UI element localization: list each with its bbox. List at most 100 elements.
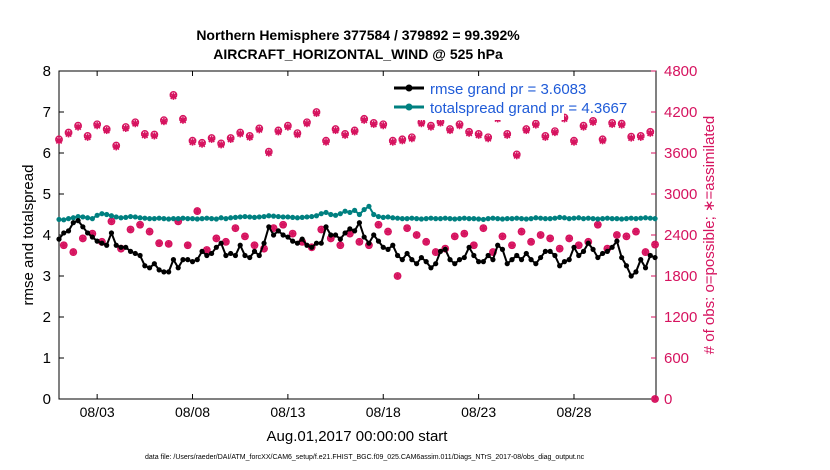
obs-low-assimilated-marker-d2 [489, 248, 497, 256]
rmse-point [599, 250, 606, 257]
obs-assimilated-marker [408, 135, 416, 143]
rmse-point [94, 238, 100, 244]
totalspread-point [504, 216, 510, 222]
obs-assimilated-marker-d2 [256, 126, 263, 134]
totalspread-point [285, 214, 291, 220]
obs-low-assimilated-marker [537, 231, 545, 239]
y-tick-label-right: 3600 [664, 145, 697, 162]
totalspread-point [323, 209, 329, 216]
totalspread-point [170, 216, 177, 222]
totalspread-point [409, 215, 415, 221]
obs-assimilated-marker [207, 135, 216, 143]
obs-assimilated-marker-d2 [160, 118, 168, 125]
totalspread-point [123, 214, 129, 220]
rmse-point [237, 242, 243, 248]
obs-assimilated-marker-d2 [122, 125, 130, 132]
rmse-point [518, 257, 525, 263]
chart-title-line1: Northern Hemisphere 377584 / 379892 = 99… [196, 27, 520, 43]
totalspread-point [456, 216, 463, 222]
rmse-point [418, 254, 424, 261]
obs-low-assimilated-marker-d2 [642, 248, 649, 256]
obs-assimilated-marker-d2 [503, 131, 511, 139]
y-tick-label-left: 3 [43, 268, 51, 285]
obs-assimilated-marker-d2 [589, 118, 597, 126]
obs-low-assimilated-marker [317, 225, 325, 234]
obs-low-assimilated-marker [613, 231, 621, 239]
totalspread-point [328, 211, 334, 218]
rmse-point [347, 226, 353, 232]
totalspread-point [247, 214, 253, 220]
obs-assimilated-marker-d2 [189, 138, 196, 146]
rmse-point [313, 240, 320, 246]
obs-low-assimilated-marker [222, 238, 230, 246]
obs-assimilated-marker [598, 137, 607, 145]
totalspread-point [261, 213, 267, 220]
obs-low-assimilated-marker [422, 238, 430, 246]
totalspread-point [528, 216, 534, 222]
obs-assimilated-marker [570, 138, 578, 146]
rmse-point [466, 244, 472, 250]
y-tick-label-left: 2 [43, 309, 51, 326]
rmse-point [499, 246, 506, 252]
rmse-point [85, 230, 91, 236]
totalspread-point [619, 216, 625, 222]
rmse-point [437, 248, 444, 254]
rmse-point [251, 248, 258, 254]
obs-assimilated-marker-d2 [570, 138, 578, 146]
obs-assimilated-marker-d2 [284, 123, 292, 131]
rmse-point [490, 257, 496, 263]
totalspread-point [113, 214, 119, 220]
obs-low-assimilated-marker [651, 240, 659, 249]
rmse-point [318, 240, 324, 246]
obs-low-assimilated-marker [107, 217, 116, 225]
y-axis-label-left: rmse and totalspread [20, 165, 37, 306]
obs-assimilated-marker [637, 133, 645, 141]
totalspread-point [280, 214, 286, 220]
obs-low-assimilated-marker-d2 [499, 233, 506, 240]
rmse-point [356, 220, 363, 226]
totalspread-point [490, 215, 496, 221]
totalspread-series [56, 203, 658, 223]
rmse-point [352, 228, 358, 234]
totalspread-point [385, 214, 391, 220]
totalspread-point [65, 216, 72, 222]
totalspread-point [547, 216, 553, 222]
obs-low-assimilated-marker [413, 231, 421, 239]
totalspread-point [256, 214, 262, 220]
rmse-point [542, 248, 548, 254]
totalspread-point [80, 214, 86, 220]
obs-assimilated-marker [93, 122, 101, 130]
rmse-point [132, 250, 138, 257]
obs-assimilated-marker [274, 128, 282, 136]
obs-low-assimilated-marker-d2 [289, 230, 296, 237]
obs-low-assimilated-marker [479, 224, 487, 232]
obs-low-assimilated-marker-d2 [127, 226, 134, 233]
totalspread-point [94, 212, 100, 218]
obs-assimilated-marker [417, 120, 425, 128]
legend-background [392, 78, 564, 120]
obs-low-assimilated-marker [79, 234, 87, 243]
totalspread-point [428, 215, 434, 221]
obs-low-assimilated-marker [231, 224, 240, 232]
rmse-point [70, 220, 76, 226]
rmse-point [285, 234, 291, 240]
rmse-point [571, 244, 577, 250]
rmse-point [528, 257, 534, 263]
obs-assimilated-marker [236, 130, 244, 138]
totalspread-point [299, 214, 305, 220]
obs-assimilated-marker-d2 [551, 129, 559, 136]
totalspread-point [185, 216, 191, 222]
obs-low-assimilated-marker-d2 [384, 228, 392, 235]
obs-assimilated-marker [513, 152, 521, 160]
obs-assimilated-marker-d2 [93, 122, 101, 129]
obs-assimilated-marker-d2 [513, 152, 521, 159]
rmse-point [442, 246, 448, 252]
rmse-point [199, 248, 205, 254]
totalspread-point [576, 215, 582, 221]
obs-low-assimilated-marker-d2 [508, 241, 516, 249]
obs-low-assimilated-marker [60, 241, 68, 249]
totalspread-point [213, 216, 219, 222]
y-tick-label-left: 6 [43, 145, 51, 162]
y-tick-label-left: 8 [43, 63, 51, 80]
rmse-point [123, 244, 129, 250]
